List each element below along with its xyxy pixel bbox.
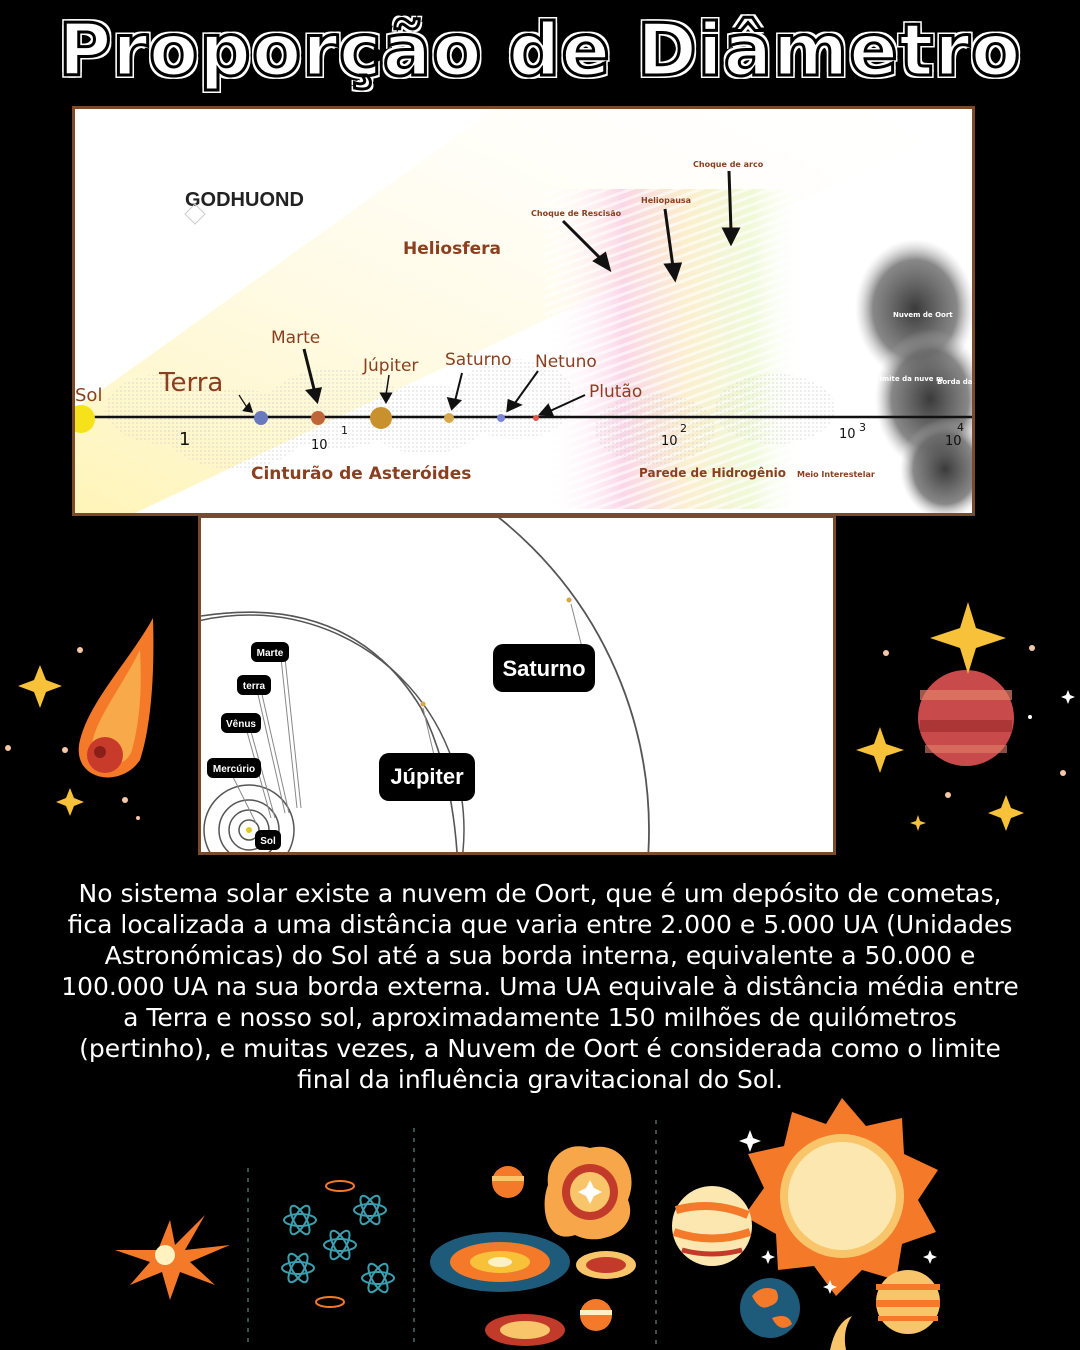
- orbits-diagram-svg: Marte terra Vênus Mercúrio Sol Júpiter S…: [201, 518, 650, 852]
- venus-label: Vênus: [226, 719, 256, 730]
- sun-dot: [75, 405, 95, 433]
- page-title: Proporção de Diâmetro: [0, 7, 1080, 94]
- scale-10-4-base: 10: [945, 434, 962, 449]
- mars-label: Marte: [271, 328, 320, 348]
- crescent-icon: [830, 1316, 852, 1350]
- scale-1: 1: [179, 429, 190, 450]
- scale-10-2-exp: 2: [680, 422, 687, 435]
- mars-label: Marte: [257, 648, 284, 659]
- pluto-label: Plutão: [589, 382, 642, 402]
- earth-dot: [254, 411, 268, 425]
- sun-dot: [246, 827, 252, 833]
- earth-icon: [740, 1278, 800, 1338]
- earth-label: Terra: [158, 368, 223, 398]
- scale-10-1-base: 10: [311, 438, 328, 453]
- neptune-dot: [497, 414, 505, 422]
- heliosphere-diagram: GODHUOND Sol Terra Marte Júpiter Saturno…: [72, 106, 975, 516]
- explosion-icon: [115, 1215, 230, 1300]
- scale-10-1-exp: 1: [341, 424, 348, 437]
- earth-label: terra: [243, 681, 266, 692]
- orbits-diagram: Marte terra Vênus Mercúrio Sol Júpiter S…: [198, 515, 836, 855]
- interstellar-medium-label: Meio Interestelar: [797, 470, 875, 479]
- jupiter-dot: [420, 701, 426, 707]
- neptune-label: Netuno: [535, 352, 597, 372]
- heliosphere-label: Heliosfera: [403, 239, 501, 259]
- planet-arrows: [238, 348, 586, 417]
- banded-planet-icon: [876, 1270, 940, 1334]
- boundary-arrows: [561, 170, 741, 283]
- scale-10-3-exp: 3: [859, 421, 866, 434]
- hydrogen-wall-label: Parede de Hidrogênio: [639, 466, 786, 480]
- cloud-limit-label: Limite da nuve m: [875, 375, 943, 383]
- cloud-edge-label: Borda da Nuvem: [937, 378, 972, 386]
- scale-10-4-exp: 4: [957, 421, 964, 434]
- scale-10-2-base: 10: [661, 434, 678, 449]
- saturn-label: Saturno: [445, 350, 512, 370]
- sun-label: Sol: [260, 836, 276, 847]
- page-title-text: Proporção de Diâmetro: [57, 7, 1022, 94]
- jupiter-label: Júpiter: [390, 764, 464, 789]
- sun-label: Sol: [75, 385, 102, 406]
- scale-labels: 1 10 1 10 2 10 3 10 4: [179, 421, 964, 453]
- saturn-dot: [566, 597, 572, 603]
- dividers: [247, 1120, 657, 1345]
- striped-planet-icon: [672, 1186, 752, 1266]
- heliopause-label: Heliopausa: [641, 196, 691, 205]
- pluto-dot: [533, 415, 539, 421]
- galaxy-icon: [430, 1232, 570, 1292]
- termination-shock-label: Choque de Rescisão: [531, 209, 622, 218]
- star-icons-right: [856, 602, 1075, 831]
- red-planet-icon: [918, 670, 1014, 766]
- asteroid-belt-label: Cinturão de Asteróides: [251, 464, 471, 484]
- oort-cloud-label: Nuvem de Oort: [893, 311, 953, 319]
- saturn-dot: [444, 413, 454, 423]
- star-icons-left: [5, 647, 140, 820]
- oort-cloud-shape: [855, 239, 972, 513]
- sun-icon-small: [544, 1146, 632, 1240]
- atom-icons: [281, 1180, 395, 1308]
- small-planet-icons: [485, 1166, 636, 1346]
- saturn-label: Saturno: [502, 656, 585, 681]
- heliosphere-diagram-svg: GODHUOND Sol Terra Marte Júpiter Saturno…: [75, 109, 972, 513]
- bow-shock-label: Choque de arco: [693, 160, 764, 169]
- mars-dot: [311, 411, 325, 425]
- scale-10-3-base: 10: [839, 427, 856, 442]
- comet-icon: [78, 618, 154, 778]
- jupiter-dot: [370, 407, 392, 429]
- mercury-label: Mercúrio: [213, 764, 255, 775]
- description-text: No sistema solar existe a nuvem de Oort,…: [61, 879, 1019, 1094]
- big-sun-icon: [744, 1098, 938, 1296]
- sparkle-icons: [739, 1130, 937, 1294]
- watermark-logo: GODHUOND: [185, 189, 304, 211]
- jupiter-label: Júpiter: [362, 356, 418, 376]
